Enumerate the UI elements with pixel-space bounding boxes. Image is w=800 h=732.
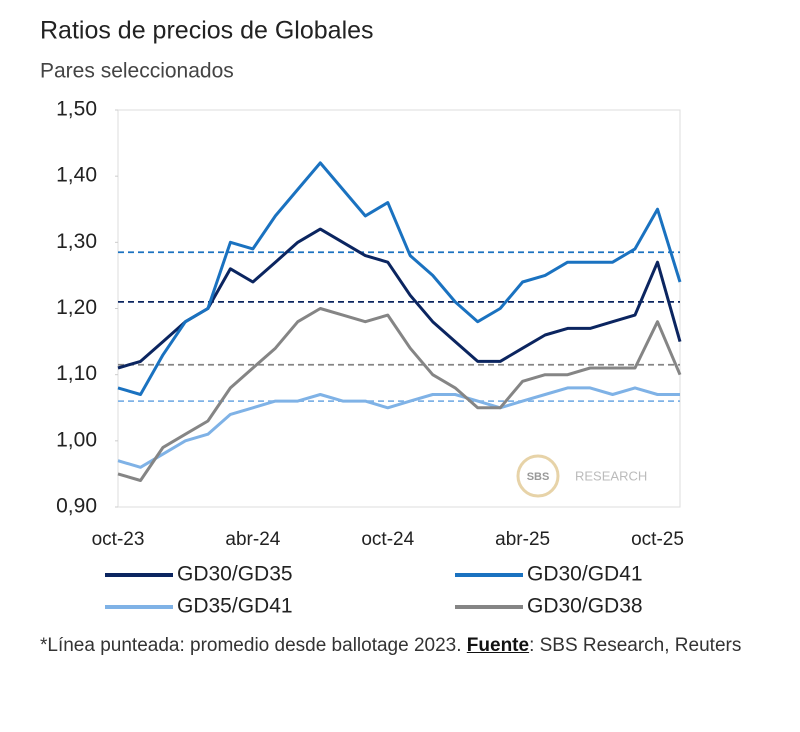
chart: Ratios de precios de Globales Pares sele… — [40, 17, 684, 618]
y-tick-label: 1,40 — [56, 164, 97, 187]
logo-ring — [516, 454, 560, 498]
x-tick-label: oct-23 — [92, 529, 145, 550]
legend-label: GD30/GD41 — [527, 563, 643, 586]
series-line — [117, 161, 682, 396]
legend-label: GD30/GD38 — [527, 595, 643, 618]
note: *Línea punteada: promedio desde ballotag… — [40, 635, 462, 656]
chart-subtitle: Pares seleccionados — [40, 60, 234, 83]
x-tick-label: oct-24 — [361, 529, 414, 550]
series-line — [117, 307, 682, 482]
y-tick-label: 1,10 — [56, 362, 97, 385]
source-label: Fuente — [466, 635, 530, 656]
y-tick-label: 1,30 — [56, 230, 97, 253]
watermark-logo: SBS — [527, 471, 550, 483]
plot-frame — [117, 109, 681, 508]
x-tick-label: abr-24 — [225, 529, 280, 550]
y-tick-label: 1,00 — [56, 428, 97, 451]
x-tick-label: abr-25 — [495, 529, 550, 550]
source: : SBS Research, Reuters — [529, 635, 742, 656]
footnote: *Línea punteada: promedio desde ballotag… — [40, 632, 748, 660]
chart-title: Ratios de precios de Globales — [40, 17, 374, 45]
x-tick-label: oct-25 — [631, 529, 684, 550]
series-line — [117, 386, 680, 469]
y-tick-label: 1,50 — [56, 98, 97, 121]
series-line — [117, 227, 682, 370]
legend-label: GD35/GD41 — [177, 595, 293, 618]
y-tick-label: 1,20 — [56, 296, 97, 319]
watermark-text: RESEARCH — [575, 468, 647, 483]
legend-label: GD30/GD35 — [177, 563, 293, 586]
y-tick-label: 0,90 — [56, 495, 97, 518]
